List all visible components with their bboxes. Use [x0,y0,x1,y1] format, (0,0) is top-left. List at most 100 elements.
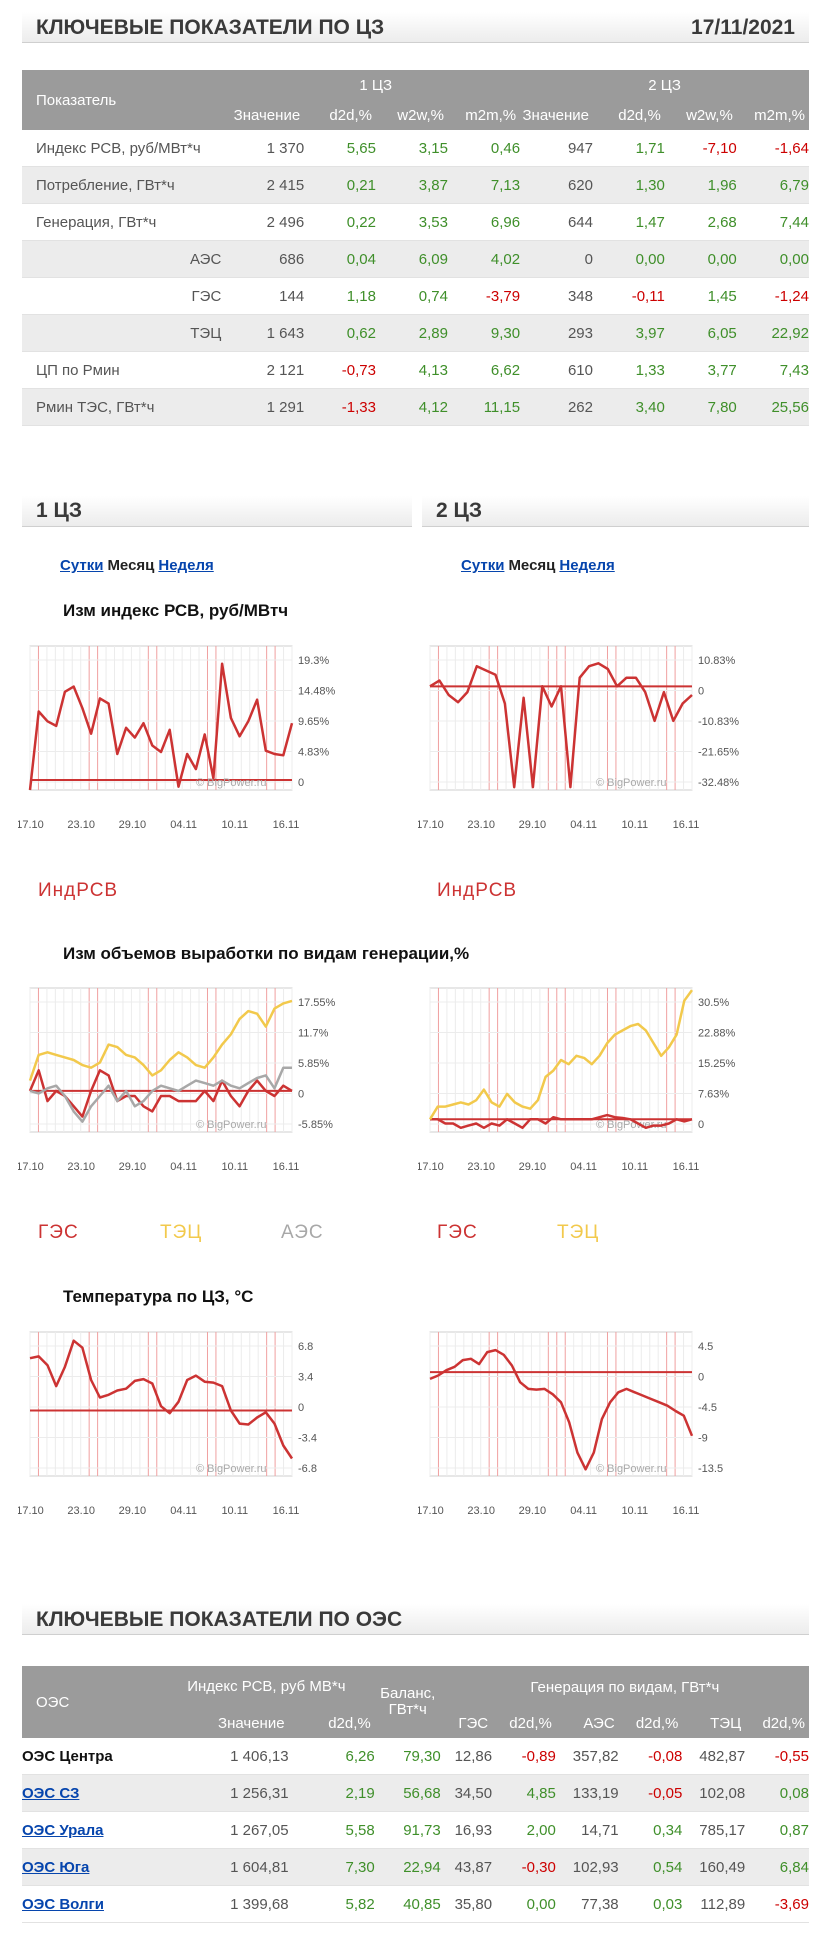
x-tick-label: 04.11 [170,819,197,831]
zone1-title: 1 ЦЗ [36,499,83,522]
cell-value: 1 643 [231,314,305,352]
x-tick-label: 10.11 [221,1505,248,1517]
col-index: Индекс РСВ, руб МВ*ч [158,1666,375,1708]
oes-name-cell: ОЭС СЗ [22,1774,158,1812]
cell-value: 22,94 [374,1848,441,1886]
cell-value: -3,69 [745,1885,809,1923]
cell-value: 6,09 [375,240,448,278]
cell-value: 2,68 [664,203,737,241]
page-title: КЛЮЧЕВЫЕ ПОКАЗАТЕЛИ ПО ЦЗ [36,16,385,39]
cell-value: 262 [520,388,593,426]
col-z1-0: Значение [231,100,305,130]
cell-value: 2,00 [492,1811,556,1849]
oes-link[interactable]: ОЭС Волги [22,1895,104,1913]
subcol-1: d2d,% [288,1708,375,1738]
table-row: ГЭС 144 1,18 0,74 -3,79 348 -0,11 1,45 -1,24 [22,277,809,315]
cell-value: 0,62 [304,314,376,352]
legend-nuclear-z1: АЭС [281,1222,324,1243]
cell-value: 1,47 [593,203,665,241]
cell-value: 16,93 [440,1811,493,1849]
x-tick-label: 16.11 [273,819,300,831]
cell-value: -1,33 [304,388,376,426]
cell-value: 6,05 [664,314,737,352]
y-tick-label: 15.25% [698,1058,736,1070]
col-balance: Баланс, ГВт*ч [374,1666,441,1738]
subcol-7: d2d,% [745,1708,809,1738]
cell-value: 4,13 [375,351,448,389]
zone2-period-tabs: Сутки Месяц Неделя [461,557,615,574]
subcol-2: ГЭС [440,1708,493,1738]
y-tick-label: -5.85% [298,1119,333,1131]
table-row: Индекс РСВ, руб/МВт*ч 1 370 5,65 3,15 0,46 94… [22,130,809,167]
x-tick-label: 29.10 [519,1505,547,1517]
cell-value: 3,97 [593,314,665,352]
zone1-section-header: 1 ЦЗ [22,496,412,527]
cell-value: 6,62 [447,351,521,389]
cell-value: -0,11 [593,277,665,315]
x-tick-label: 23.10 [67,819,95,831]
cell-value: 610 [520,351,593,389]
col-z2-3: m2m,% [736,100,809,130]
cell-value: 1,33 [593,351,665,389]
row-label: Рмин ТЭС, ГВт*ч [22,388,232,426]
x-tick-label: 10.11 [221,1161,248,1173]
x-tick-label: 23.10 [67,1161,95,1173]
oes-link[interactable]: ОЭС Урала [22,1821,104,1839]
cell-value: 4,85 [492,1774,556,1812]
zone2-section-header: 2 ЦЗ [422,496,809,527]
table-row: Генерация, ГВт*ч 2 496 0,22 3,53 6,96 644 1,47… [22,203,809,241]
y-tick-label: 5.85% [298,1058,329,1070]
oes-link[interactable]: ОЭС Юга [22,1858,90,1876]
cell-value: 91,73 [374,1811,441,1849]
legend-price-z1: ИндРСВ [38,880,119,901]
row-label: Генерация, ГВт*ч [22,203,232,241]
temperature-chart-title: Температура по ЦЗ, °C [63,1287,254,1306]
col-z1-1: d2d,% [304,100,376,130]
x-tick-label: 17.10 [18,819,44,831]
table-row: ТЭЦ 1 643 0,62 2,89 9,30 293 3,97 6,05 22,92 [22,314,809,352]
y-tick-label: -13.5 [698,1463,723,1475]
cell-value: 3,77 [664,351,737,389]
cell-value: 7,43 [736,351,809,389]
cell-value: 5,65 [304,130,376,167]
x-tick-label: 23.10 [467,819,495,831]
col-group-zone2: 2 ЦЗ [520,70,809,100]
y-tick-label: 9.65% [298,716,329,728]
x-tick-label: 04.11 [170,1161,197,1173]
table-row: ОЭС СЗ 1 256,31 2,19 56,68 34,50 4,85 133,19 -0… [22,1774,809,1812]
cell-value: 3,53 [375,203,448,241]
oes-link[interactable]: ОЭС СЗ [22,1784,80,1802]
cell-value: 2,89 [375,314,448,352]
x-tick-label: 16.11 [673,819,700,831]
series-line-1 [28,999,293,1082]
cell-value: -0,05 [618,1774,683,1812]
tab-week[interactable]: Неделя [158,557,214,574]
y-tick-label: -21.65% [698,747,739,759]
series-line-0 [429,1348,694,1471]
x-tick-label: 16.11 [273,1505,300,1517]
cell-value: -0,30 [492,1848,556,1886]
watermark: © BigPower.ru [196,1119,266,1131]
tab-week[interactable]: Неделя [559,557,615,574]
cell-value: 2 496 [231,203,305,241]
table-row: ЦП по Рмин 2 121 -0,73 4,13 6,62 610 1,33 3,77 7… [22,351,809,389]
table-row: ОЭС Волги 1 399,68 5,82 40,85 35,80 0,00 77,38… [22,1885,809,1923]
col-z1-2: w2w,% [375,100,448,130]
x-tick-label: 29.10 [119,1505,147,1517]
cell-value: 348 [520,277,593,315]
series-line-1 [428,989,694,1120]
cell-value: 7,13 [447,166,521,204]
tab-day[interactable]: Сутки [461,557,505,574]
cell-value: -3,79 [447,277,521,315]
x-tick-label: 04.11 [170,1505,197,1517]
temperature-chart-zone2: 4.5 0 -4.5 -9 -13.5 © BigPower.ru 17.10 23.10 29… [418,1331,723,1517]
y-tick-label: 19.3% [298,655,329,667]
oes-indicators-header: КЛЮЧЕВЫЕ ПОКАЗАТЕЛИ ПО ОЭС [22,1604,809,1635]
x-tick-label: 04.11 [570,819,597,831]
x-tick-label: 04.11 [570,1505,597,1517]
series-line-2 [29,1066,292,1123]
x-tick-label: 04.11 [570,1161,597,1173]
y-tick-label: -4.5 [698,1402,717,1414]
cell-value: 5,82 [288,1885,375,1923]
tab-day[interactable]: Сутки [60,557,104,574]
